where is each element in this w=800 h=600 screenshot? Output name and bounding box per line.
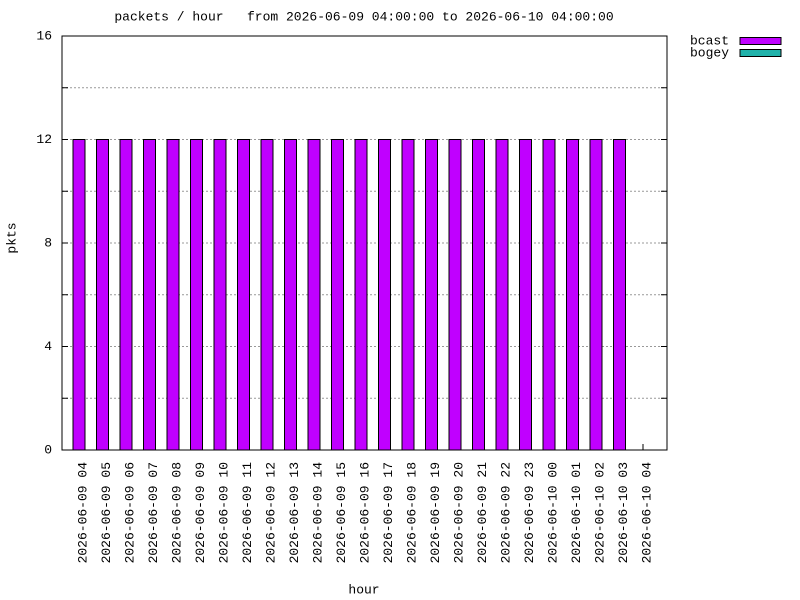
bar — [119, 139, 133, 451]
y-tick-label: 12 — [36, 132, 52, 147]
bar — [307, 139, 321, 451]
x-tick-label: 2026-06-09 07 — [146, 462, 161, 563]
x-tick-label: 2026-06-10 02 — [592, 462, 607, 563]
bar — [354, 139, 368, 451]
bar — [166, 139, 180, 451]
bar — [260, 139, 274, 451]
bar — [401, 139, 415, 451]
bar — [542, 139, 556, 451]
y-tick-label: 8 — [44, 235, 52, 250]
x-tick-label: 2026-06-09 14 — [310, 462, 325, 564]
bar — [519, 139, 532, 451]
x-tick-label: 2026-06-09 09 — [193, 462, 208, 563]
x-tick-label: 2026-06-09 16 — [357, 462, 372, 563]
x-tick-label: 2026-06-10 01 — [569, 462, 584, 564]
chart-title: packets / hour from 2026-06-09 04:00:00 … — [114, 9, 613, 24]
y-tick-label: 16 — [36, 28, 52, 43]
bar — [589, 139, 603, 451]
bar — [472, 139, 485, 451]
x-tick-label: 2026-06-09 05 — [99, 462, 114, 563]
bar — [237, 139, 250, 451]
bar — [495, 139, 509, 451]
x-tick-label: 2026-06-09 11 — [240, 462, 255, 564]
y-tick-label: 4 — [44, 339, 52, 354]
x-tick-label: 2026-06-09 20 — [451, 462, 466, 563]
x-tick-label: 2026-06-09 21 — [475, 462, 490, 564]
x-tick-label: 2026-06-09 10 — [216, 462, 231, 563]
x-tick-label: 2026-06-09 08 — [169, 462, 184, 563]
bar — [613, 139, 626, 451]
bar — [284, 139, 297, 451]
x-tick-label: 2026-06-09 13 — [287, 462, 302, 563]
x-tick-label: 2026-06-09 15 — [334, 462, 349, 563]
y-tick-label: 0 — [44, 442, 52, 457]
bar — [425, 139, 438, 451]
x-tick-label: 2026-06-10 00 — [545, 462, 560, 563]
x-tick-label: 2026-06-09 23 — [522, 462, 537, 563]
bar — [190, 139, 203, 451]
x-tick-label: 2026-06-09 04 — [75, 462, 90, 564]
bar — [331, 139, 344, 451]
bar — [378, 139, 391, 451]
bar — [96, 139, 109, 451]
x-tick-label: 2026-06-10 04 — [639, 462, 654, 564]
x-tick-label: 2026-06-10 03 — [616, 462, 631, 563]
legend-label: bcast — [690, 33, 729, 48]
x-tick-label: 2026-06-09 17 — [381, 462, 396, 563]
bar — [72, 139, 86, 451]
legend-swatch — [739, 37, 782, 45]
x-axis-label: hour — [348, 582, 379, 597]
bar — [143, 139, 156, 451]
legend-label: bogey — [690, 45, 729, 60]
x-tick-label: 2026-06-09 19 — [428, 462, 443, 563]
x-tick-label: 2026-06-09 18 — [404, 462, 419, 563]
x-tick-label: 2026-06-09 06 — [122, 462, 137, 563]
x-tick-label: 2026-06-09 12 — [263, 462, 278, 563]
legend-swatch — [739, 49, 782, 57]
bar — [448, 139, 462, 451]
bar — [213, 139, 227, 451]
x-tick-label: 2026-06-09 22 — [498, 462, 513, 563]
y-axis-label: pkts — [4, 222, 19, 253]
bar — [566, 139, 579, 451]
